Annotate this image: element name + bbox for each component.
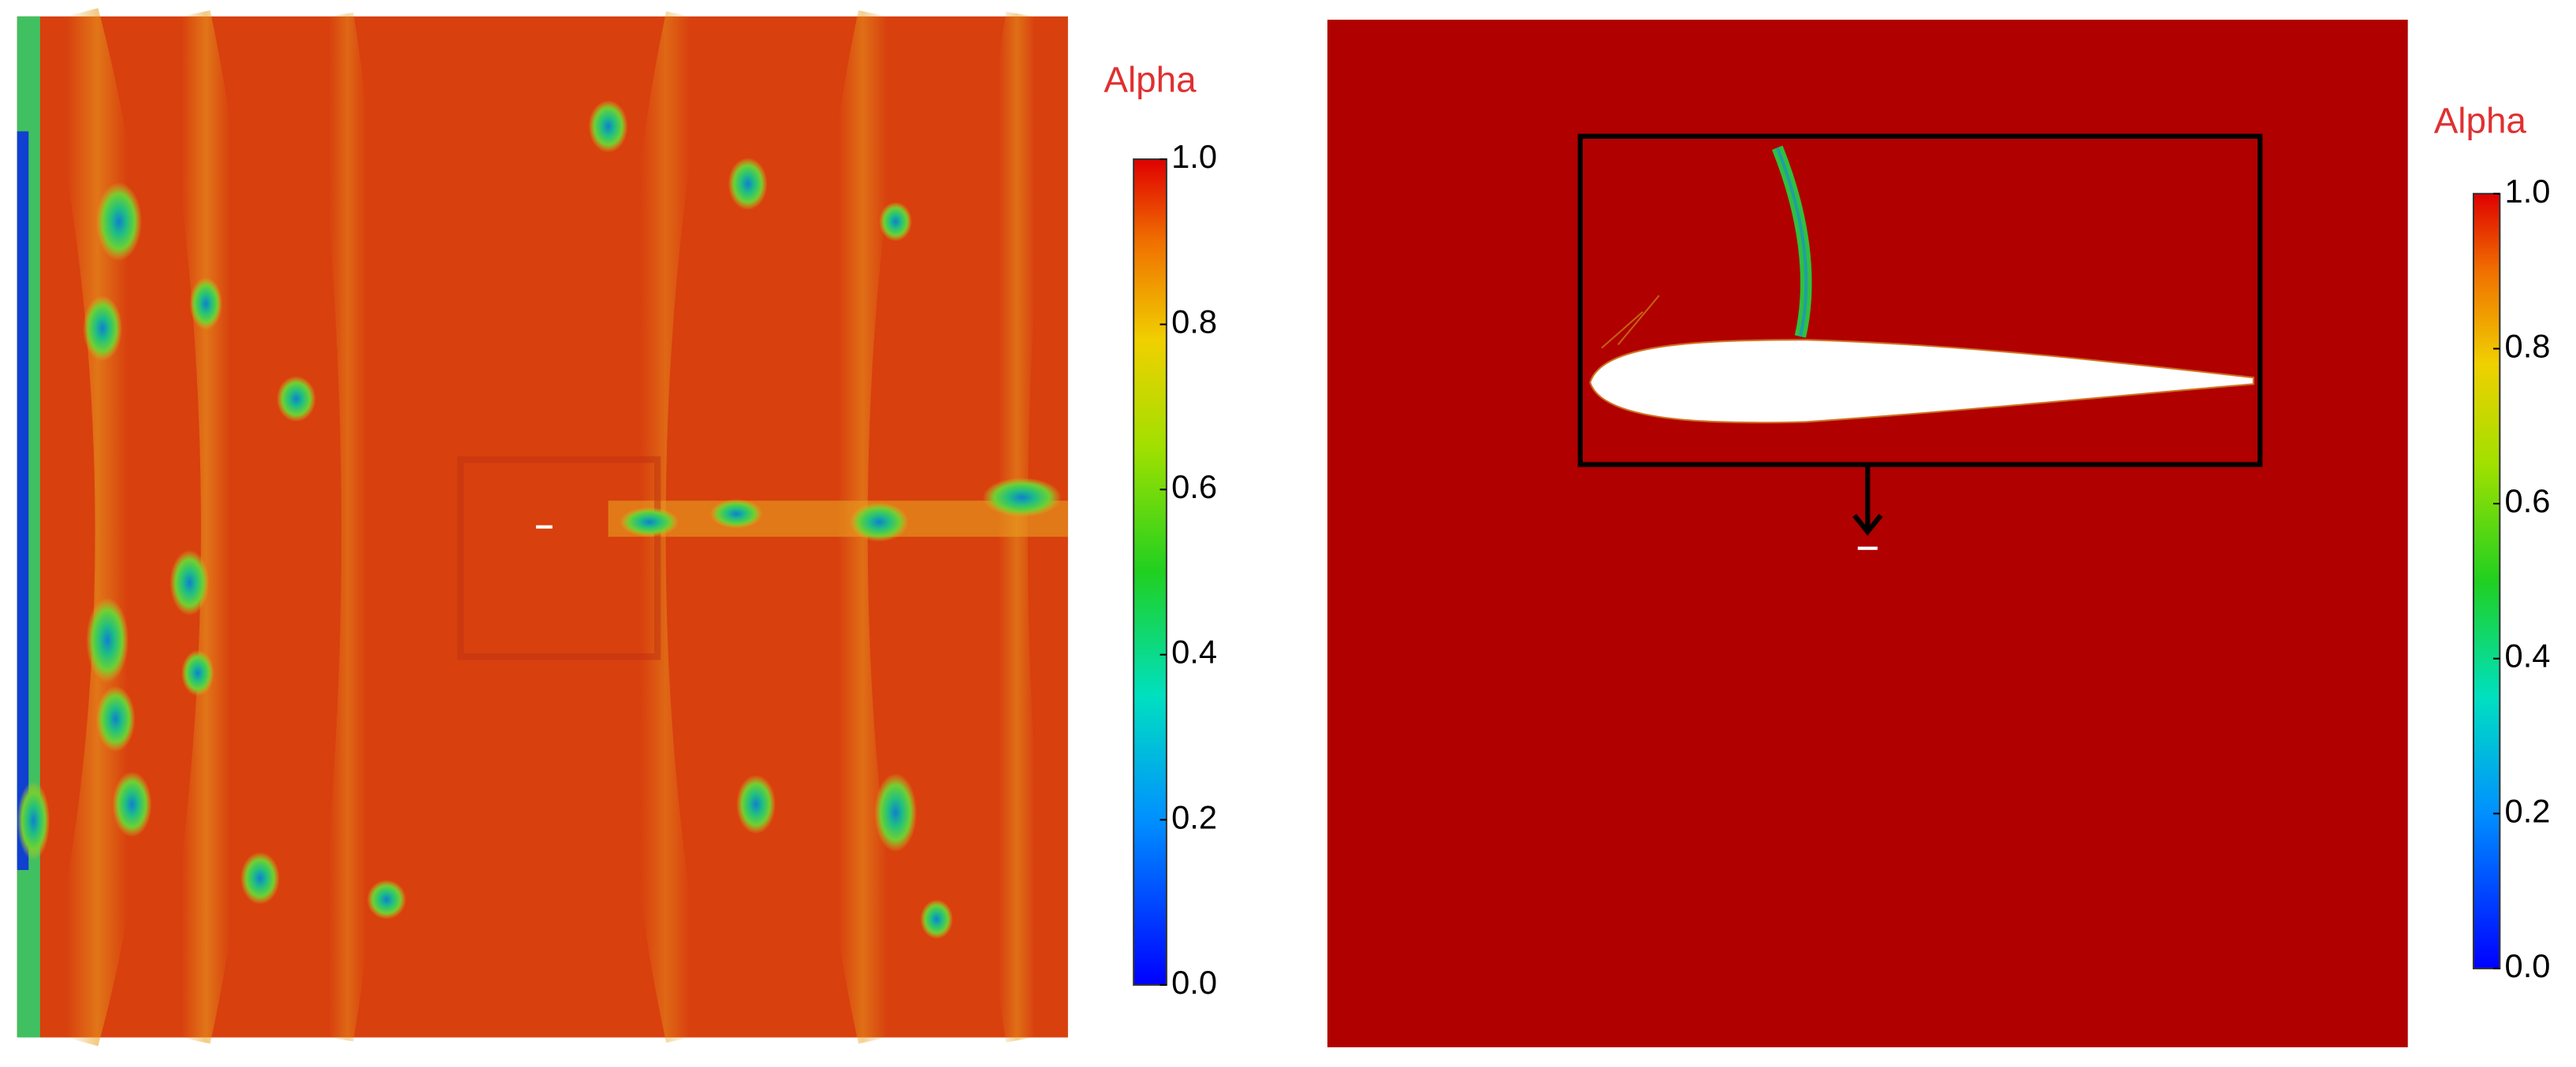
colorbar-tick-label: 0.0	[1171, 964, 1217, 1001]
colorbar-tick-label: 0.6	[1171, 468, 1217, 505]
colorbar-tick-label: 0.2	[1171, 798, 1217, 835]
colorbar-tick-label: 1.0	[2505, 173, 2551, 210]
colorbar	[1133, 158, 1167, 986]
colorbar-tick-label: 0.4	[2505, 638, 2551, 675]
colorbar-tick-label: 0.8	[2505, 327, 2551, 364]
right-field	[1327, 19, 2408, 1048]
left-field	[17, 8, 1068, 1047]
colorbar-tick-label: 0.0	[2505, 947, 2551, 984]
colorbar	[2472, 192, 2501, 970]
colorbar-tick-label: 0.2	[2505, 792, 2551, 829]
colorbar-tick-label: 0.8	[1171, 303, 1217, 340]
colorbar-tick-label: 1.0	[1171, 138, 1217, 175]
colorbar-tick-label: 0.4	[1171, 634, 1217, 671]
colorbar-label: Alpha	[2434, 100, 2527, 140]
colorbar-tick-label: 0.6	[2505, 482, 2551, 519]
colorbar-label: Alpha	[1104, 59, 1197, 99]
